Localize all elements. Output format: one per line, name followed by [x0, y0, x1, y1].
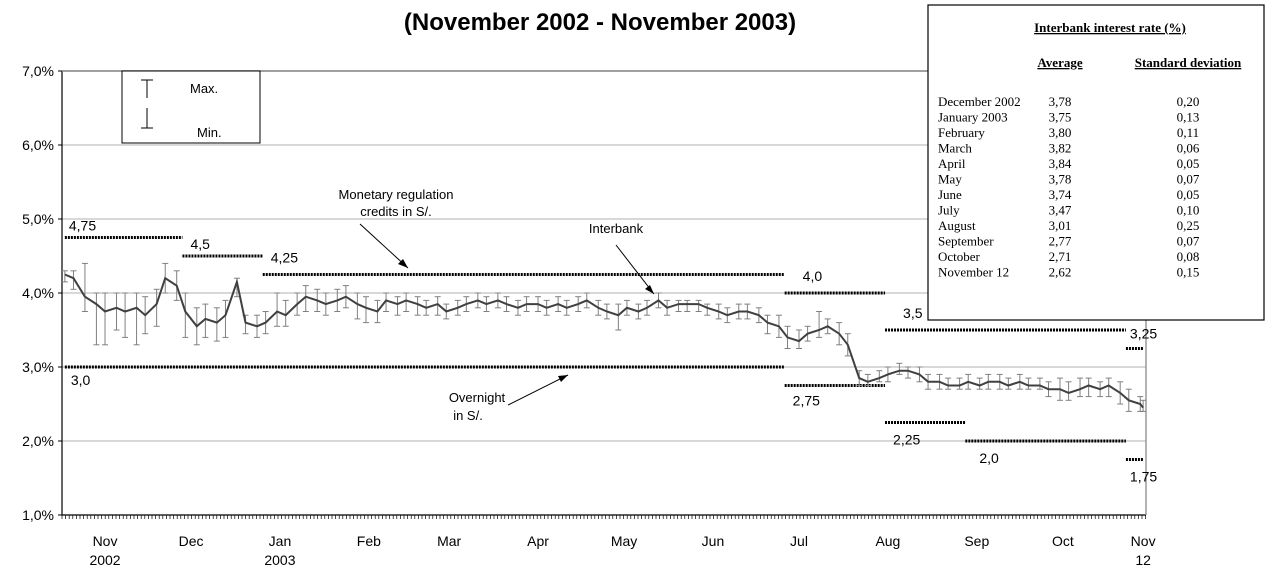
monetary-credit-label: 3,5 [903, 305, 923, 321]
interbank-arrow-head [645, 285, 654, 294]
x-tick-label: Apr [527, 533, 549, 549]
x-tick-label: Sep [964, 533, 989, 549]
stats-row-std: 0,05 [1177, 156, 1200, 171]
stats-row-month: April [938, 156, 966, 171]
legend-frame [121, 70, 261, 144]
stats-table-frame [927, 4, 1265, 321]
stats-row-month: November 12 [938, 265, 1009, 280]
stats-row-average: 3,84 [1049, 156, 1072, 171]
stats-row-std: 0,06 [1177, 141, 1200, 156]
overnight-rate-label: 2,75 [793, 393, 820, 409]
interbank-arrow [615, 244, 655, 295]
stats-row-month: July [938, 203, 960, 218]
overnight-arrow-head [558, 375, 568, 382]
stats-row-month: December 2002 [938, 94, 1021, 109]
x-tick-label: Jul [790, 533, 808, 549]
monetary-credit-label: 4,0 [803, 268, 823, 284]
stats-row-std: 0,13 [1177, 110, 1200, 125]
stats-row-average: 3,74 [1049, 187, 1072, 202]
legend-min-label: Min. [197, 125, 222, 140]
y-tick-label: 6,0% [22, 137, 54, 153]
stats-row-std: 0,07 [1177, 234, 1200, 249]
x-tick-sublabel: 2002 [89, 552, 120, 568]
interbank-line [64, 273, 1144, 409]
monetary-credit-label: 4,75 [69, 218, 96, 234]
annotations: Monetary regulation credits in S/. Interba… [339, 187, 655, 423]
stats-row-average: 2,77 [1049, 234, 1072, 249]
interbank-annotation: Interbank [589, 221, 644, 236]
stats-row-average: 2,71 [1049, 249, 1072, 264]
stats-row-average: 3,82 [1049, 141, 1072, 156]
stats-row-std: 0,25 [1177, 218, 1200, 233]
y-tick-label: 4,0% [22, 285, 54, 301]
x-tick-sublabel: 12 [1135, 552, 1151, 568]
stats-row-average: 3,78 [1049, 172, 1072, 187]
stats-row-std: 0,15 [1177, 265, 1200, 280]
stats-row-average: 3,78 [1049, 94, 1072, 109]
y-tick-label: 7,0% [22, 63, 54, 79]
monetary-arrow-head [398, 259, 408, 268]
stats-col-std: Standard deviation [1135, 55, 1242, 70]
x-tick-label: Oct [1052, 533, 1074, 549]
y-tick-label: 3,0% [22, 359, 54, 375]
overnight-annotation-line1: Overnight [449, 390, 506, 405]
stats-row-average: 3,47 [1049, 203, 1072, 218]
y-tick-label: 1,0% [22, 507, 54, 523]
monetary-credit-label: 3,25 [1130, 326, 1157, 342]
monetary-arrow [359, 223, 409, 269]
x-tick-label: Nov [1131, 533, 1156, 549]
legend-max-label: Max. [190, 81, 218, 96]
x-tick-label: Dec [179, 533, 204, 549]
overnight-rate-label: 2,0 [979, 450, 999, 466]
x-tick-label: Nov [93, 533, 118, 549]
monetary-credit-label: 4,5 [190, 236, 210, 252]
stats-row-std: 0,07 [1177, 172, 1200, 187]
stats-row-month: June [938, 187, 962, 202]
x-tick-label: Jun [702, 533, 725, 549]
stats-row-std: 0,11 [1177, 125, 1199, 140]
stats-row-average: 3,80 [1049, 125, 1072, 140]
stats-row-month: October [938, 249, 981, 264]
x-tick-label: Aug [875, 533, 900, 549]
stats-table-title: Interbank interest rate (%) [1034, 20, 1186, 35]
stats-row-month: May [938, 172, 962, 187]
stats-row-month: February [938, 125, 985, 140]
stats-row-std: 0,05 [1177, 187, 1200, 202]
overnight-rate-label: 1,75 [1130, 469, 1157, 485]
x-tick-sublabel: 2003 [264, 552, 295, 568]
stats-row-std: 0,08 [1177, 249, 1200, 264]
stats-row-average: 2,62 [1049, 265, 1072, 280]
monetary-annotation-line1: Monetary regulation [339, 187, 454, 202]
legend-box: Max. Min. [121, 70, 261, 144]
chart-title: (November 2002 - November 2003) [404, 9, 796, 36]
stats-row-average: 3,01 [1049, 218, 1072, 233]
overnight-arrow [507, 374, 569, 406]
x-tick-label: Mar [437, 533, 461, 549]
overnight-rate-label: 2,25 [893, 432, 920, 448]
stats-col-average: Average [1037, 55, 1082, 70]
stats-row-month: September [938, 234, 994, 249]
stats-row-average: 3,75 [1049, 110, 1072, 125]
x-tick-label: Feb [357, 533, 381, 549]
y-tick-label: 5,0% [22, 211, 54, 227]
x-tick-label: May [611, 533, 637, 549]
overnight-rate-label: 3,0 [71, 372, 91, 388]
stats-row-std: 0,20 [1177, 94, 1200, 109]
overnight-annotation-line2: in S/. [453, 408, 483, 423]
chart-title-text: (November 2002 - November 2003) [404, 9, 796, 36]
x-tick-label: Jan [269, 533, 292, 549]
monetary-annotation-line2: credits in S/. [360, 204, 432, 219]
stats-row-month: August [938, 218, 976, 233]
stats-row-std: 0,10 [1177, 203, 1200, 218]
monetary-credit-label: 4,25 [271, 250, 298, 266]
stats-row-month: January 2003 [938, 110, 1008, 125]
y-tick-label: 2,0% [22, 433, 54, 449]
stats-table: Interbank interest rate (%) Average Standa… [927, 4, 1265, 321]
stats-row-month: March [938, 141, 972, 156]
